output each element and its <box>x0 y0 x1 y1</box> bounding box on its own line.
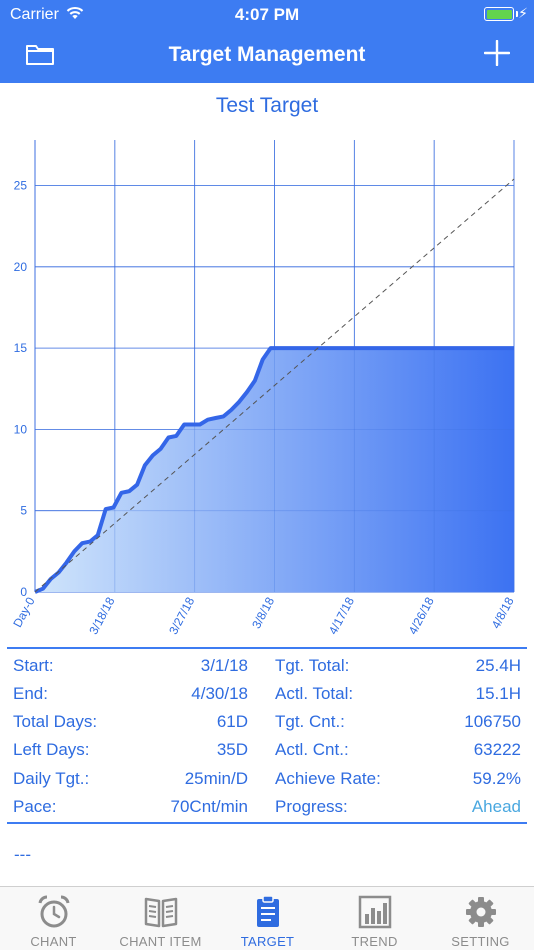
actl-total-value: 15.1H <box>475 684 521 703</box>
nav-bar: Target Management <box>0 30 534 83</box>
gear-icon <box>465 897 496 927</box>
daily-tgt-value: 25min/D <box>184 769 248 788</box>
y-tick-label: 20 <box>14 260 28 274</box>
y-tick-label: 15 <box>14 341 28 355</box>
x-tick-label: 3/27/18 <box>166 595 197 637</box>
tgt-cnt-value: 106750 <box>464 712 521 731</box>
plus-icon[interactable] <box>484 40 510 66</box>
actual-area <box>35 348 514 592</box>
chart-title: Test Target <box>215 94 319 117</box>
actual-line <box>34 346 514 594</box>
alarm-clock-icon <box>38 895 69 928</box>
stat-row-pace: Pace: 70Cnt/min Progress: Ahead <box>0 797 534 825</box>
tgt-total-label: Tgt. Total: <box>275 656 350 675</box>
tab-chant-label: CHANT <box>30 934 77 949</box>
y-tick-label: 25 <box>14 179 28 193</box>
x-tick-label: Day-0 <box>10 595 38 630</box>
tab-setting[interactable]: SETTING <box>427 887 534 950</box>
y-tick-label: 10 <box>14 422 28 436</box>
x-tick-label: 3/8/18 <box>249 595 277 631</box>
charging-icon: ⚡ <box>518 5 528 21</box>
actl-cnt-value: 63222 <box>473 740 521 759</box>
x-tick-label: 3/18/18 <box>86 595 117 637</box>
status-bar: Carrier 4:07 PM ⚡ <box>0 0 534 30</box>
progress-value: Ahead <box>471 797 521 816</box>
stat-row-daily-tgt: Daily Tgt.: 25min/D Achieve Rate: 59.2% <box>0 769 534 797</box>
book-icon <box>144 897 177 928</box>
carrier-label: Carrier <box>10 6 59 23</box>
stats-top-rule <box>7 647 527 649</box>
tab-trend[interactable]: TREND <box>321 887 428 950</box>
total-days-label: Total Days: <box>13 712 98 731</box>
clipboard-icon <box>256 895 279 927</box>
wifi-icon <box>66 6 84 19</box>
tgt-total-value: 25.4H <box>475 656 521 675</box>
target-line <box>34 178 515 593</box>
progress-chart: 0 5 10 15 20 25 Day-0 3/18/18 3/27/18 3/8/18 4/17/… <box>10 140 517 637</box>
pace-value: 70Cnt/min <box>170 797 248 816</box>
notes-text[interactable]: --- <box>14 845 31 864</box>
stat-row-start: Start: 3/1/18 Tgt. Total: 25.4H <box>0 656 534 684</box>
battery-icon <box>484 7 514 21</box>
bar-chart-icon <box>358 895 391 929</box>
tgt-cnt-label: Tgt. Cnt.: <box>275 712 345 731</box>
x-tick-label: 4/17/18 <box>326 595 357 637</box>
tab-chant-item[interactable]: CHANT ITEM <box>107 887 214 950</box>
stat-row-end: End: 4/30/18 Actl. Total: 15.1H <box>0 684 534 712</box>
y-tick-label: 0 <box>20 585 27 599</box>
folder-icon[interactable] <box>25 41 55 67</box>
end-value: 4/30/18 <box>191 684 248 703</box>
left-days-value: 35D <box>216 740 248 759</box>
daily-tgt-label: Daily Tgt.: <box>13 769 90 788</box>
x-tick-label: 4/26/18 <box>406 595 437 637</box>
total-days-value: 61D <box>216 712 248 731</box>
progress-label: Progress: <box>275 797 348 816</box>
actl-cnt-label: Actl. Cnt.: <box>275 740 349 759</box>
achieve-rate-label: Achieve Rate: <box>275 769 381 788</box>
tab-chant[interactable]: CHANT <box>0 887 107 950</box>
stat-row-total-days: Total Days: 61D Tgt. Cnt.: 106750 <box>0 712 534 740</box>
stat-row-left-days: Left Days: 35D Actl. Cnt.: 63222 <box>0 740 534 768</box>
clock: 4:07 PM <box>234 5 300 24</box>
x-tick-label: 4/8/18 <box>489 595 517 631</box>
tab-bar: CHANT CHANT ITEM TARGET TREND <box>0 886 534 950</box>
tab-setting-label: SETTING <box>451 934 510 949</box>
tab-target[interactable]: TARGET <box>214 887 321 950</box>
stats-bottom-rule <box>7 822 527 824</box>
start-label: Start: <box>13 656 54 675</box>
end-label: End: <box>13 684 48 703</box>
left-days-label: Left Days: <box>13 740 90 759</box>
start-value: 3/1/18 <box>200 656 248 675</box>
pace-label: Pace: <box>13 797 57 816</box>
tab-trend-label: TREND <box>351 934 398 949</box>
actl-total-label: Actl. Total: <box>275 684 354 703</box>
tab-chant-item-label: CHANT ITEM <box>119 934 202 949</box>
y-tick-label: 5 <box>20 504 27 518</box>
nav-title: Target Management <box>168 43 366 66</box>
achieve-rate-value: 59.2% <box>472 769 521 788</box>
tab-target-label: TARGET <box>240 934 295 949</box>
